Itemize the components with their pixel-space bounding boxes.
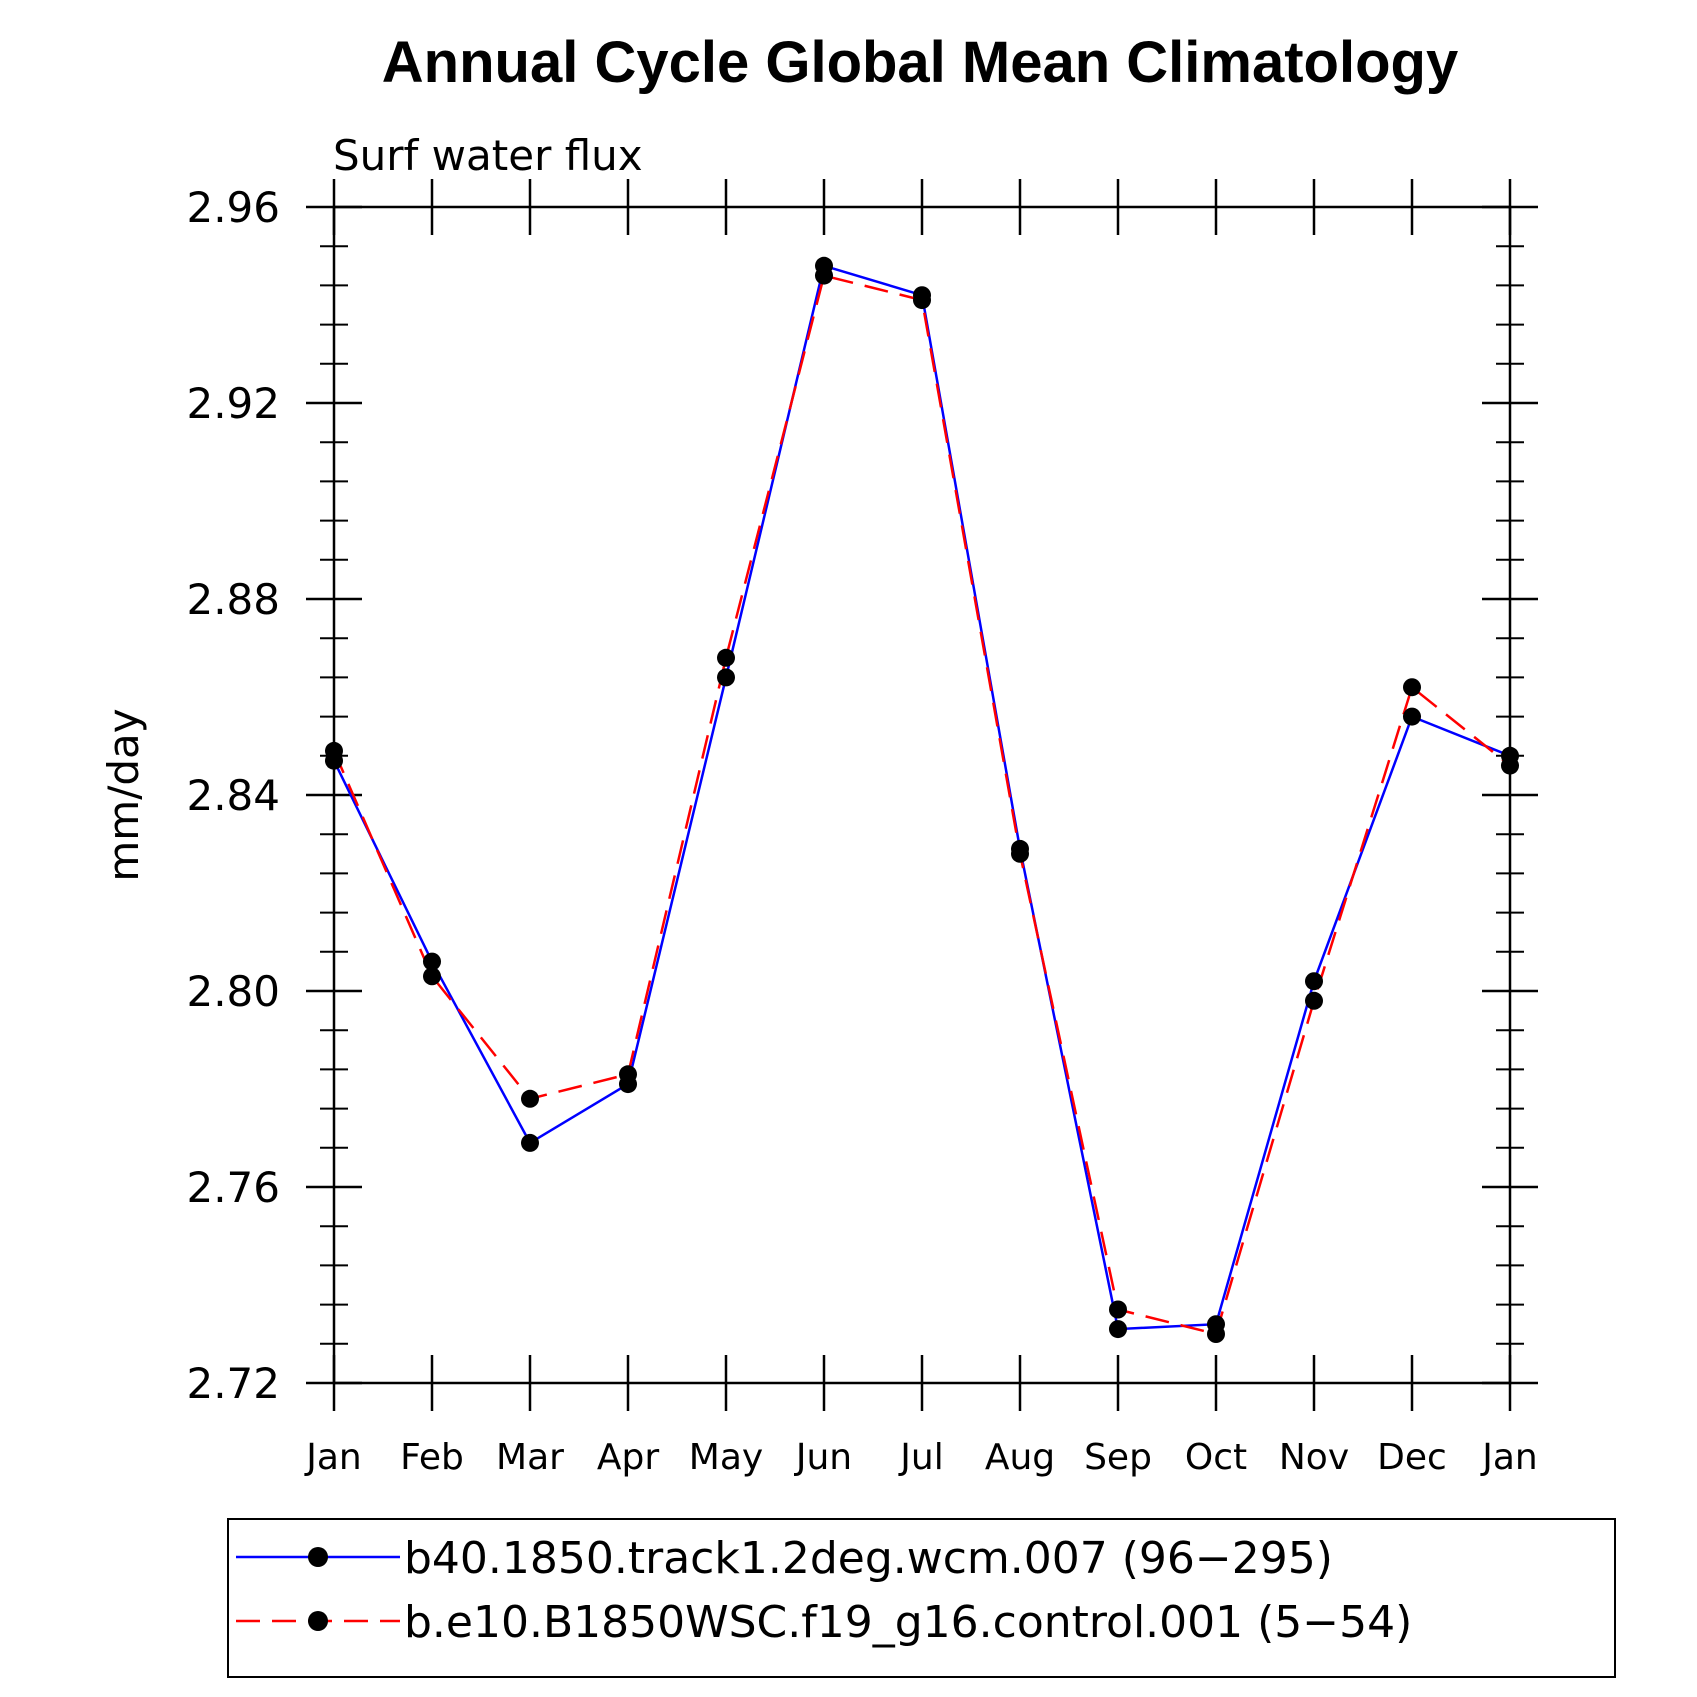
x-tick-label: Jan (1480, 1437, 1538, 1478)
legend-marker-2 (308, 1611, 328, 1631)
x-tick-label: Feb (400, 1437, 464, 1478)
axes (306, 179, 1538, 1411)
x-tick-label: May (689, 1437, 763, 1478)
y-tick-label: 2.84 (186, 771, 280, 820)
x-tick-label: Jan (304, 1437, 362, 1478)
series-2-point (423, 967, 441, 986)
y-tick-label: 2.92 (186, 379, 280, 428)
legend-label-1: b40.1850.track1.2deg.wcm.007 (96−295) (404, 1533, 1333, 1584)
series-2-point (1403, 678, 1421, 697)
x-tick-label: Apr (597, 1437, 659, 1478)
legend-marker-1 (308, 1547, 328, 1567)
series-line-1 (332, 264, 1511, 1331)
series-1-point (423, 952, 441, 971)
chart-subtitle: Surf water flux (333, 131, 643, 180)
legend-label-2: b.e10.B1850WSC.f19_g16.control.001 (5−54… (404, 1597, 1412, 1648)
x-tick-label: Jun (794, 1437, 852, 1478)
series-2-point (717, 648, 735, 667)
y-tick-label: 2.88 (186, 575, 280, 624)
plot-frame (332, 205, 1512, 1385)
y-tick-label: 2.76 (186, 1163, 280, 1212)
series-2-point (913, 291, 931, 310)
series-2-point (325, 741, 343, 760)
legend-box (227, 1518, 1616, 1678)
series-2-point (1207, 1325, 1225, 1343)
series-1-point (521, 1133, 539, 1152)
x-tick-label: Oct (1185, 1437, 1247, 1478)
series-2-point (1011, 844, 1029, 863)
y-tick-label: 2.96 (186, 183, 280, 232)
x-tick-label: Sep (1084, 1437, 1152, 1478)
series-2-point (1109, 1300, 1127, 1319)
tick-labels: 2.72 2.76 2.80 2.84 2.88 2.92 2.96 Jan Feb Mar Apr… (186, 183, 1537, 1478)
series-1-point (1403, 707, 1421, 726)
series-2-point (521, 1089, 539, 1108)
series-1-point (717, 668, 735, 687)
series-1-point (1109, 1320, 1127, 1339)
y-tick-label: 2.80 (186, 967, 280, 1016)
series-1-point (1305, 972, 1323, 991)
legend: b40.1850.track1.2deg.wcm.007 (96−295) b.e… (227, 1518, 1616, 1678)
series-2-point (1305, 991, 1323, 1010)
x-tick-label: Mar (496, 1437, 564, 1478)
series-2-point (619, 1065, 637, 1084)
series-line-2 (332, 274, 1511, 1336)
x-tick-label: Nov (1279, 1437, 1349, 1478)
series-2-point (815, 266, 833, 285)
y-axis-label: mm/day (99, 708, 148, 881)
series-layer (325, 256, 1519, 1343)
x-tick-label: Jul (898, 1437, 943, 1478)
x-tick-label: Dec (1377, 1437, 1447, 1478)
y-tick-label: 2.72 (186, 1359, 280, 1408)
chart-title: Annual Cycle Global Mean Climatology (382, 30, 1458, 95)
series-2-point (1501, 756, 1519, 775)
x-tick-label: Aug (985, 1437, 1055, 1478)
